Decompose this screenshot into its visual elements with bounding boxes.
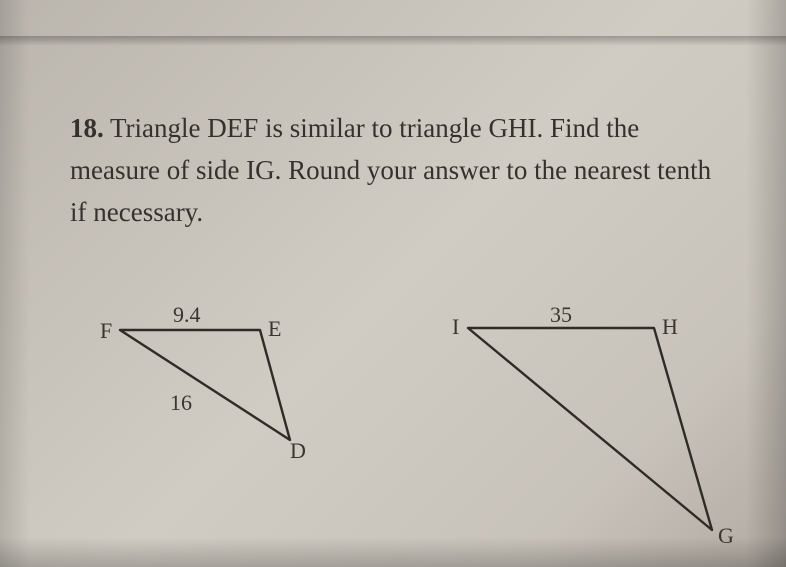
page-container: 18. Triangle DEF is similar to triangle … <box>0 0 786 567</box>
triangle-ghi-shape <box>468 328 712 530</box>
vertex-g: G <box>718 523 734 549</box>
side-ih-label: 35 <box>550 302 572 328</box>
vertex-i: I <box>452 314 459 340</box>
diagrams-area: F E D 9.4 16 I H G 35 <box>0 310 786 567</box>
triangle-ghi <box>0 310 786 567</box>
problem-line1-text: Triangle DEF is similar to triangle GHI.… <box>104 113 639 143</box>
problem-line-1: 18. Triangle DEF is similar to triangle … <box>70 108 756 150</box>
problem-line-2: measure of side IG. Round your answer to… <box>70 150 756 192</box>
problem-content: 18. Triangle DEF is similar to triangle … <box>70 108 756 234</box>
top-shadow <box>0 36 786 46</box>
problem-number: 18. <box>70 113 104 143</box>
vertex-h: H <box>662 314 678 340</box>
problem-line-3: if necessary. <box>70 192 756 234</box>
